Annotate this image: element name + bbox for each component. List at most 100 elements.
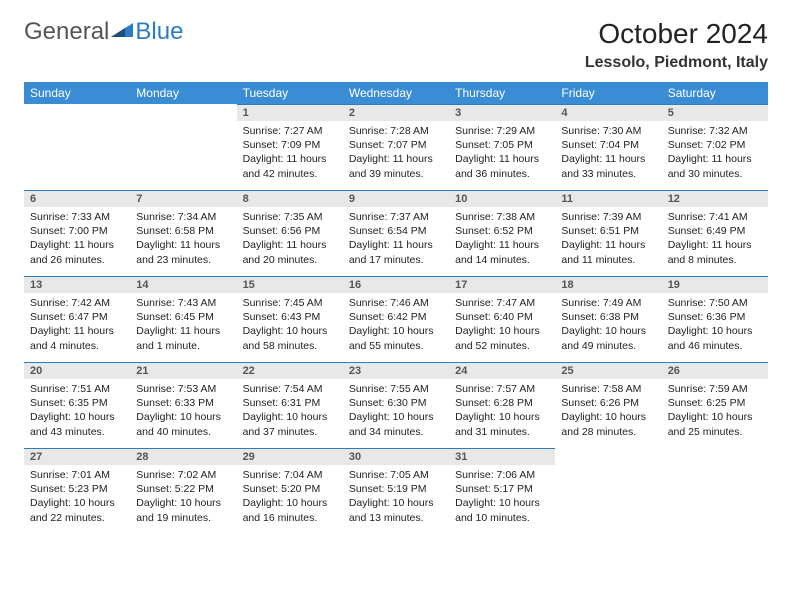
day-header: Friday (555, 82, 661, 104)
day-number: 29 (237, 448, 343, 465)
sunrise-line: Sunrise: 7:50 AM (668, 297, 748, 309)
logo: General Blue (24, 18, 183, 46)
daylight-line: Daylight: 11 hours and 11 minutes. (561, 239, 645, 265)
calendar-cell: 6Sunrise: 7:33 AMSunset: 7:00 PMDaylight… (24, 190, 130, 276)
sunset-line: Sunset: 7:07 PM (349, 139, 427, 151)
sunrise-line: Sunrise: 7:59 AM (668, 383, 748, 395)
sunrise-line: Sunrise: 7:55 AM (349, 383, 429, 395)
day-content: Sunrise: 7:35 AMSunset: 6:56 PMDaylight:… (237, 207, 343, 273)
daylight-line: Daylight: 11 hours and 39 minutes. (349, 153, 433, 179)
day-number: 11 (555, 190, 661, 207)
daylight-line: Daylight: 11 hours and 36 minutes. (455, 153, 539, 179)
daylight-line: Daylight: 10 hours and 16 minutes. (243, 497, 328, 523)
calendar-cell: 22Sunrise: 7:54 AMSunset: 6:31 PMDayligh… (237, 362, 343, 448)
day-number: 16 (343, 276, 449, 293)
day-content: Sunrise: 7:30 AMSunset: 7:04 PMDaylight:… (555, 121, 661, 187)
day-content: Sunrise: 7:42 AMSunset: 6:47 PMDaylight:… (24, 293, 130, 359)
sunrise-line: Sunrise: 7:45 AM (243, 297, 323, 309)
sunrise-line: Sunrise: 7:47 AM (455, 297, 535, 309)
title-block: October 2024 Lessolo, Piedmont, Italy (585, 18, 768, 72)
sunrise-line: Sunrise: 7:38 AM (455, 211, 535, 223)
calendar-cell-empty (555, 448, 661, 534)
calendar-cell: 7Sunrise: 7:34 AMSunset: 6:58 PMDaylight… (130, 190, 236, 276)
sunset-line: Sunset: 6:28 PM (455, 397, 533, 409)
calendar-cell-empty (662, 448, 768, 534)
daylight-line: Daylight: 10 hours and 31 minutes. (455, 411, 540, 437)
day-content: Sunrise: 7:46 AMSunset: 6:42 PMDaylight:… (343, 293, 449, 359)
day-number: 27 (24, 448, 130, 465)
logo-text-general: General (24, 18, 109, 46)
location: Lessolo, Piedmont, Italy (585, 54, 768, 72)
day-content: Sunrise: 7:47 AMSunset: 6:40 PMDaylight:… (449, 293, 555, 359)
daylight-line: Daylight: 11 hours and 42 minutes. (243, 153, 327, 179)
calendar-cell: 23Sunrise: 7:55 AMSunset: 6:30 PMDayligh… (343, 362, 449, 448)
sunrise-line: Sunrise: 7:29 AM (455, 125, 535, 137)
day-number: 18 (555, 276, 661, 293)
daylight-line: Daylight: 10 hours and 22 minutes. (30, 497, 115, 523)
calendar-cell: 28Sunrise: 7:02 AMSunset: 5:22 PMDayligh… (130, 448, 236, 534)
sunset-line: Sunset: 6:26 PM (561, 397, 639, 409)
daylight-line: Daylight: 10 hours and 34 minutes. (349, 411, 434, 437)
day-content: Sunrise: 7:27 AMSunset: 7:09 PMDaylight:… (237, 121, 343, 187)
day-number: 22 (237, 362, 343, 379)
sunrise-line: Sunrise: 7:05 AM (349, 469, 429, 481)
day-content: Sunrise: 7:05 AM Sunset: 5:19 PM Daylight:… (343, 465, 449, 531)
sunset-line: Sunset: 5:19 PM (349, 483, 427, 495)
day-number: 17 (449, 276, 555, 293)
day-number: 10 (449, 190, 555, 207)
logo-triangle-icon (111, 18, 133, 46)
day-number: 24 (449, 362, 555, 379)
day-number: 19 (662, 276, 768, 293)
day-number: 14 (130, 276, 236, 293)
daylight-line: Daylight: 10 hours and 37 minutes. (243, 411, 328, 437)
sunset-line: Sunset: 7:04 PM (561, 139, 639, 151)
sunrise-line: Sunrise: 7:54 AM (243, 383, 323, 395)
sunset-line: Sunset: 7:02 PM (668, 139, 746, 151)
daylight-line: Daylight: 11 hours and 17 minutes. (349, 239, 433, 265)
calendar-cell: 17Sunrise: 7:47 AMSunset: 6:40 PMDayligh… (449, 276, 555, 362)
day-content: Sunrise: 7:53 AMSunset: 6:33 PMDaylight:… (130, 379, 236, 445)
daylight-line: Daylight: 10 hours and 58 minutes. (243, 325, 328, 351)
day-header: Saturday (662, 82, 768, 104)
calendar-cell: 5Sunrise: 7:32 AMSunset: 7:02 PMDaylight… (662, 104, 768, 190)
calendar-cell: 25Sunrise: 7:58 AMSunset: 6:26 PMDayligh… (555, 362, 661, 448)
day-content: Sunrise: 7:59 AMSunset: 6:25 PMDaylight:… (662, 379, 768, 445)
day-header: Wednesday (343, 82, 449, 104)
daylight-line: Daylight: 11 hours and 23 minutes. (136, 239, 220, 265)
day-number: 5 (662, 104, 768, 121)
sunset-line: Sunset: 6:33 PM (136, 397, 214, 409)
day-number: 31 (449, 448, 555, 465)
day-content: Sunrise: 7:45 AM Sunset: 6:43 PM Daylight:… (237, 293, 343, 359)
daylight-line: Daylight: 10 hours and 13 minutes. (349, 497, 434, 523)
sunrise-line: Sunrise: 7:41 AM (668, 211, 748, 223)
sunrise-line: Sunrise: 7:04 AM (243, 469, 323, 481)
day-content: Sunrise: 7:51 AMSunset: 6:35 PMDaylight:… (24, 379, 130, 445)
day-number: 3 (449, 104, 555, 121)
calendar-cell: 29Sunrise: 7:04 AMSunset: 5:20 PMDayligh… (237, 448, 343, 534)
calendar-cell: 2Sunrise: 7:28 AMSunset: 7:07 PMDaylight… (343, 104, 449, 190)
calendar-cell: 30Sunrise: 7:05 AMSunset: 5:19 PMDayligh… (343, 448, 449, 534)
day-content: Sunrise: 7:57 AMSunset: 6:28 PMDaylight:… (449, 379, 555, 445)
day-content: Sunrise: 7:55 AMSunset: 6:30 PMDaylight:… (343, 379, 449, 445)
day-content: Sunrise: 7:06 AMSunset: 5:17 PMDaylight:… (449, 465, 555, 531)
calendar-cell: 24Sunrise: 7:57 AMSunset: 6:28 PMDayligh… (449, 362, 555, 448)
sunset-line: Sunset: 5:22 PM (136, 483, 214, 495)
sunrise-line: Sunrise: 7:42 AM (30, 297, 110, 309)
sunset-line: Sunset: 6:56 PM (243, 225, 321, 237)
day-content: Sunrise: 7:38 AMSunset: 6:52 PMDaylight:… (449, 207, 555, 273)
day-number: 15 (237, 276, 343, 293)
calendar-row: 13Sunrise: 7:42 AMSunset: 6:47 PMDayligh… (24, 276, 768, 362)
calendar-cell: 3Sunrise: 7:29 AMSunset: 7:05 PMDaylight… (449, 104, 555, 190)
day-number: 7 (130, 190, 236, 207)
day-number: 12 (662, 190, 768, 207)
daylight-line: Daylight: 10 hours and 25 minutes. (668, 411, 753, 437)
sunset-line: Sunset: 6:43 PM (243, 311, 321, 323)
daylight-line: Daylight: 10 hours and 52 minutes. (455, 325, 540, 351)
calendar-cell: 18Sunrise: 7:49 AMSunset: 6:38 PMDayligh… (555, 276, 661, 362)
calendar-cell: 31Sunrise: 7:06 AMSunset: 5:17 PMDayligh… (449, 448, 555, 534)
sunrise-line: Sunrise: 7:33 AM (30, 211, 110, 223)
day-number: 1 (237, 104, 343, 121)
sunrise-line: Sunrise: 7:58 AM (561, 383, 641, 395)
sunset-line: Sunset: 6:38 PM (561, 311, 639, 323)
day-content: Sunrise: 7:43 AMSunset: 6:45 PMDaylight:… (130, 293, 236, 359)
